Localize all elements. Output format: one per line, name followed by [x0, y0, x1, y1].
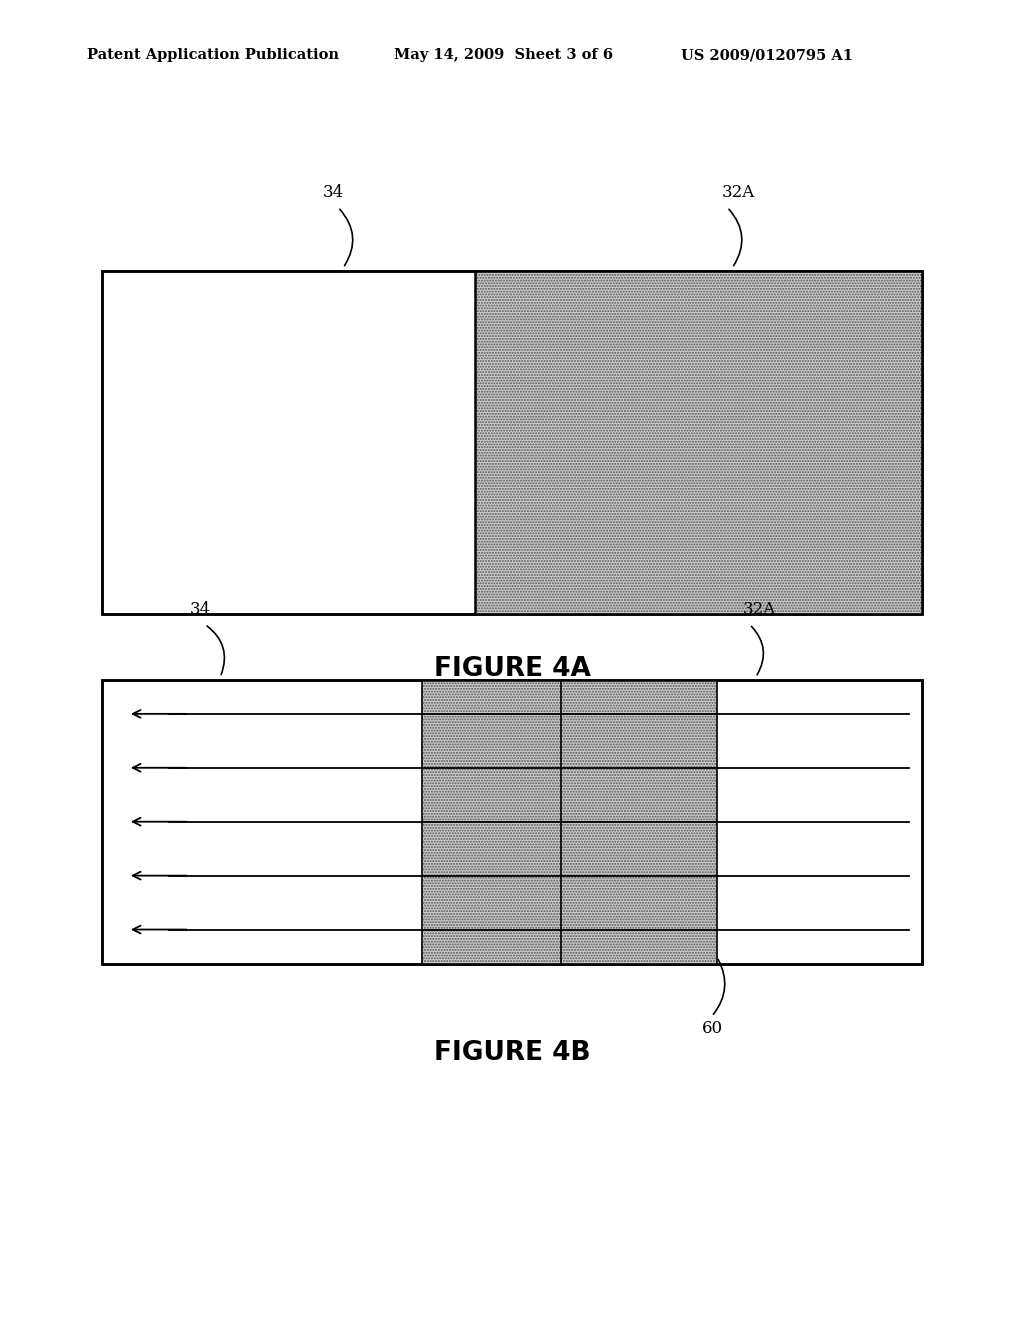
Text: 34: 34 [189, 601, 211, 618]
Bar [102, 271, 922, 614]
Text: May 14, 2009  Sheet 3 of 6: May 14, 2009 Sheet 3 of 6 [394, 49, 613, 62]
Text: FIGURE 4B: FIGURE 4B [434, 1040, 590, 1067]
Bar [561, 680, 717, 964]
Bar [102, 680, 922, 964]
Text: Patent Application Publication: Patent Application Publication [87, 49, 339, 62]
Bar [422, 680, 561, 964]
Text: US 2009/0120795 A1: US 2009/0120795 A1 [681, 49, 853, 62]
Text: 60: 60 [701, 1020, 723, 1038]
Text: 32A: 32A [742, 601, 775, 618]
Text: 32A: 32A [722, 183, 755, 201]
Bar [102, 680, 922, 964]
Bar [475, 271, 922, 614]
Bar [102, 271, 922, 614]
Text: FIGURE 4A: FIGURE 4A [433, 656, 591, 682]
Text: 34: 34 [323, 183, 344, 201]
